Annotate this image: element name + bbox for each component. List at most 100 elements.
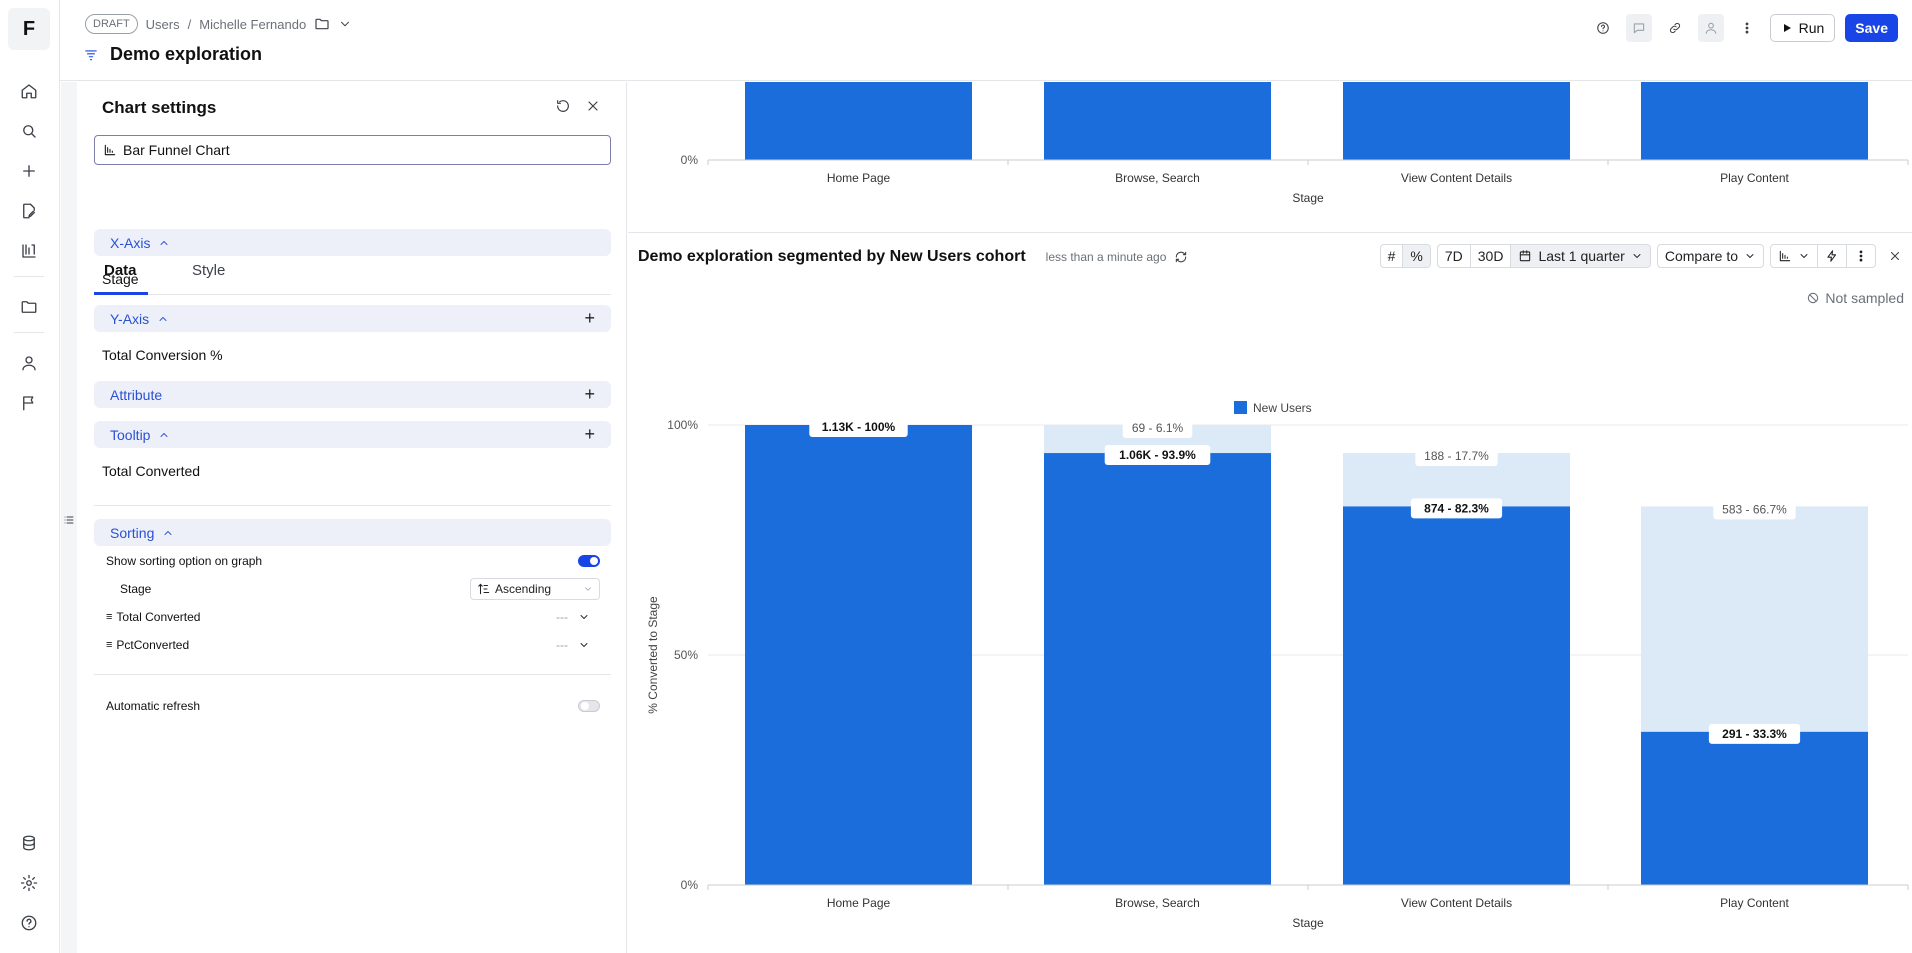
tab-data[interactable]: Data [104,262,137,279]
settings-collapse-strip[interactable] [61,82,77,953]
attribute-section[interactable]: Attribute + [94,381,611,408]
auto-refresh-toggle[interactable] [578,700,600,712]
y-tick-label: 0% [681,878,699,892]
bar [1044,453,1271,885]
not-sampled-label: Not sampled [1825,290,1904,306]
sort-order-select[interactable]: --- [556,638,600,652]
x-axis-label: Stage [1292,916,1324,930]
user-icon[interactable] [14,348,44,378]
close-icon[interactable] [585,98,601,114]
last-updated: less than a minute ago [1045,250,1167,264]
chart-settings-panel [61,82,627,953]
sort-row-label: Stage [120,582,152,596]
charts-area: 0% Home Page Browse, Search View Content De… [628,82,1912,953]
data-label: 874 - 82.3% [1424,501,1489,515]
range-7d-button[interactable]: 7D [1438,245,1471,267]
drag-handle-icon[interactable]: ≡ [106,611,113,623]
chevron-down-icon [580,643,588,647]
x-tick-label: Play Content [1720,171,1789,185]
flag-icon[interactable] [14,388,44,418]
chart-type-switcher[interactable] [1771,245,1818,267]
bar [1641,82,1868,160]
x-axis-label: Stage [1292,191,1324,205]
search-icon[interactable] [14,116,44,146]
x-axis-section[interactable]: X-Axis [94,229,611,256]
tooltip-value[interactable]: Total Converted [102,463,201,479]
home-icon[interactable] [14,76,44,106]
show-count-button[interactable]: # [1381,245,1404,267]
show-percent-button[interactable]: % [1403,245,1430,267]
help-icon[interactable] [14,908,44,938]
data-label-bg [809,417,908,437]
chevron-down-icon[interactable] [338,17,352,31]
sort-ascending-icon [478,583,490,595]
share-users-icon[interactable] [1697,14,1724,42]
more-vertical-icon[interactable] [1847,245,1875,267]
more-vertical-icon[interactable] [1734,14,1760,42]
chart-type-label: Bar Funnel Chart [123,142,230,158]
x-tick-label: View Content Details [1401,171,1512,185]
y-axis-section[interactable]: Y-Axis + [94,305,611,332]
top-header: DRAFT Users / Michelle Fernando Demo exp… [60,0,1912,81]
show-sorting-label: Show sorting option on graph [106,554,263,568]
refresh-icon[interactable] [1174,250,1188,264]
lightning-icon[interactable] [1818,245,1847,267]
sort-order-select[interactable]: --- [556,610,600,624]
y-axis-value[interactable]: Total Conversion % [102,347,223,363]
show-sorting-toggle[interactable] [578,555,600,567]
add-y-axis-icon[interactable]: + [584,308,595,328]
breadcrumb-owner[interactable]: Michelle Fernando [199,16,307,32]
range-30d-button[interactable]: 30D [1471,245,1512,267]
folder-icon[interactable] [314,16,330,32]
edit-document-icon[interactable] [14,196,44,226]
link-icon[interactable] [1662,14,1688,42]
date-range-select[interactable]: Last 1 quarter [1511,245,1650,267]
sort-row-stage: Stage Ascending [106,578,600,600]
save-button[interactable]: Save [1845,14,1898,42]
folder-icon[interactable] [14,292,44,322]
sorting-section[interactable]: Sorting [94,519,611,546]
compare-to-select[interactable]: Compare to [1658,245,1763,267]
breadcrumb-separator: / [187,16,192,32]
bar [745,82,972,160]
drag-handle-icon[interactable]: ≡ [106,639,113,651]
breadcrumb-users[interactable]: Users [145,16,180,32]
close-icon[interactable] [1888,249,1902,263]
breadcrumb: DRAFT Users / Michelle Fernando [85,14,352,34]
dropoff-label: 583 - 66.7% [1722,502,1787,516]
add-attribute-icon[interactable]: + [584,384,595,404]
tab-style[interactable]: Style [192,262,226,279]
help-icon[interactable] [1590,14,1616,42]
x-axis-label: X-Axis [110,234,151,251]
y-axis-label: % Converted to Stage [646,596,660,714]
comment-icon[interactable] [1625,14,1652,42]
gear-icon[interactable] [14,868,44,898]
plus-icon[interactable] [14,156,44,186]
add-tooltip-icon[interactable]: + [584,424,595,444]
database-icon[interactable] [14,828,44,858]
data-label-bg [1410,498,1503,519]
app-logo[interactable]: F [8,8,50,50]
tooltip-label: Tooltip [110,426,151,443]
chevron-down-icon [1633,254,1641,258]
chevron-up-icon [161,240,168,245]
sort-order-value: Ascending [495,582,552,596]
chart-type-select[interactable]: Bar Funnel Chart [94,135,611,165]
chevron-up-icon [161,432,168,437]
chevron-up-icon [159,316,167,321]
draft-badge: DRAFT [85,14,138,34]
sort-order-select[interactable]: Ascending [470,578,600,600]
x-tick-label: Home Page [827,896,891,910]
run-button[interactable]: Run [1769,14,1836,42]
x-tick-label: Browse, Search [1115,171,1200,185]
page-title: Demo exploration [110,44,263,64]
tooltip-section[interactable]: Tooltip + [94,421,611,448]
list-icon[interactable] [63,513,75,531]
x-axis-value[interactable]: Stage [102,271,139,287]
y-axis-label: Y-Axis [110,310,150,327]
x-tick-label: Browse, Search [1115,896,1200,910]
x-tick-label: Play Content [1720,896,1789,910]
experiments-icon[interactable] [14,236,44,266]
y-tick-label: 0% [681,153,699,167]
reset-icon[interactable] [555,98,571,114]
